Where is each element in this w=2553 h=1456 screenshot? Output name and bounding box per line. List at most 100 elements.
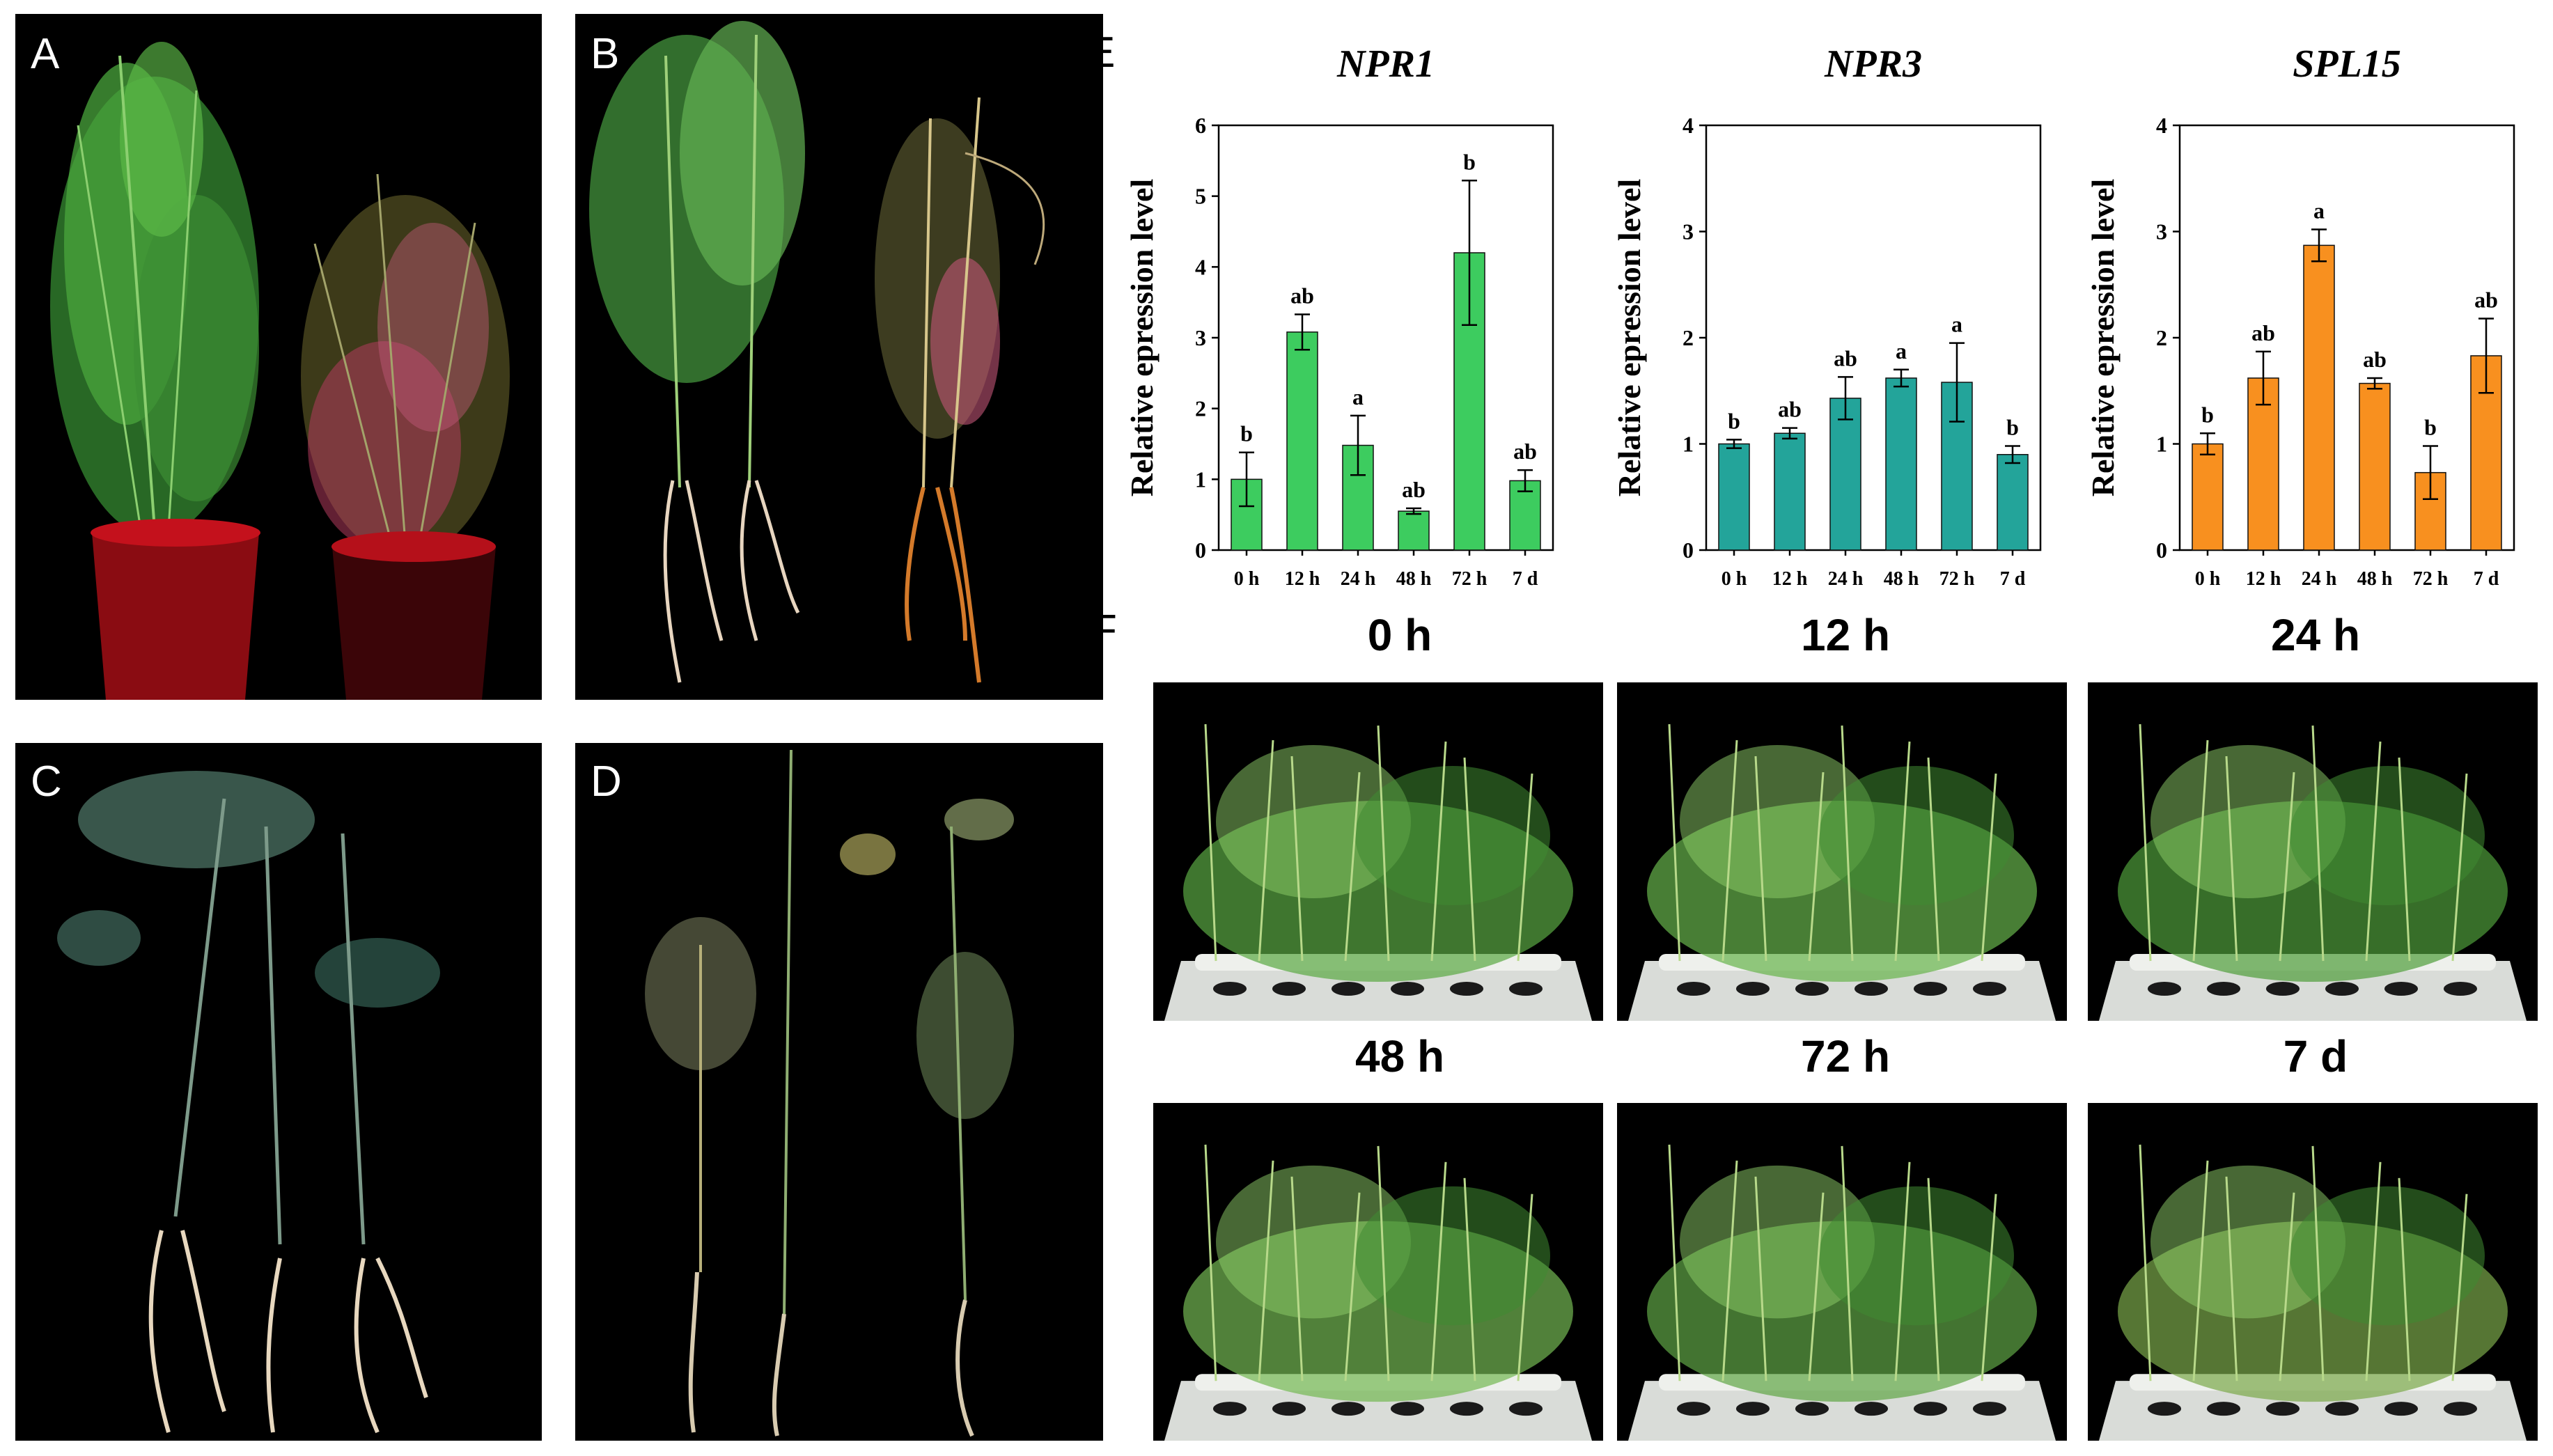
stem — [1721, 1160, 1738, 1381]
y-axis-label: Relative epression level — [1124, 179, 1160, 497]
seedling-tray-illustration — [1164, 1144, 1592, 1441]
tray-hole — [1450, 1402, 1483, 1416]
stressed-seedlings-illustration — [645, 749, 1014, 1437]
y-tick-label: 3 — [1683, 219, 1694, 244]
significance-label: ab — [1778, 397, 1802, 422]
stem — [1754, 1176, 1767, 1381]
stem — [1894, 741, 1911, 962]
stem — [1721, 739, 1738, 962]
stem — [2451, 1193, 2468, 1381]
significance-label: ab — [1834, 345, 1857, 370]
y-tick-label: 5 — [1195, 184, 1206, 209]
y-tick-label: 2 — [1195, 396, 1206, 421]
significance-label: ab — [1513, 439, 1537, 464]
stem — [2365, 1161, 2382, 1381]
x-tick-label: 72 h — [2413, 568, 2449, 590]
tray — [2099, 1381, 2527, 1441]
bar — [2192, 443, 2224, 551]
panel-c-photo: C — [15, 743, 542, 1441]
tray-hole — [1914, 1402, 1947, 1416]
tray-hole — [2444, 1402, 2477, 1416]
seedling-tray-illustration — [1628, 1144, 2056, 1441]
panel-label-f: F — [1091, 606, 1117, 655]
foliage-shadow — [2290, 1186, 2485, 1326]
tray-hole — [1736, 1402, 1770, 1416]
stem — [2139, 1144, 2152, 1381]
y-tick-label: 4 — [1195, 254, 1206, 279]
tray-hole — [1855, 982, 1888, 996]
stem — [2279, 1192, 2295, 1381]
stem — [1430, 741, 1447, 962]
time-label-12h: 12 h — [1800, 610, 1891, 660]
stem — [1894, 1161, 1911, 1381]
x-tick-label: 24 h — [1341, 568, 1376, 590]
stem — [2398, 1177, 2411, 1381]
panel-a-photo: A — [15, 14, 542, 700]
significance-label: b — [1463, 149, 1476, 174]
bar — [2303, 244, 2335, 551]
y-tick-label: 3 — [2156, 219, 2167, 244]
tray-photo-72h — [1617, 1103, 2067, 1441]
significance-label: a — [1896, 338, 1907, 363]
stem — [1981, 773, 1997, 962]
chart-npr1-svg: NPR1 Relative epression level 0 1 2 3 4 5 6 b 0 h a… — [1124, 42, 1554, 590]
tray-hole — [2444, 982, 2477, 996]
tray-hole — [2207, 1402, 2240, 1416]
foliage-shadow — [1819, 766, 2014, 905]
stem — [2365, 741, 2382, 962]
seedling-tray-illustration — [1164, 723, 1592, 1021]
tray — [2099, 961, 2527, 1021]
plot-frame — [2178, 124, 2515, 551]
tray-hole — [2266, 1402, 2300, 1416]
tray-hole — [1795, 1402, 1829, 1416]
tray-hole — [2384, 1402, 2418, 1416]
tray-hole — [1855, 1402, 1888, 1416]
stem — [1258, 739, 1274, 962]
x-tick-label: 12 h — [1772, 568, 1808, 590]
chart-npr1: NPR1 Relative epression level 0 1 2 3 4 5 6 b 0 h a… — [1124, 28, 1574, 606]
bar — [1509, 480, 1541, 551]
stem — [2192, 1160, 2209, 1381]
stem — [2311, 1145, 2325, 1381]
panel-label-e: E — [1086, 29, 1116, 77]
seedling-tray-illustration — [1628, 723, 2056, 1021]
bar — [1774, 432, 1806, 551]
y-axis-label: Relative epression level — [2085, 179, 2121, 497]
y-tick-label: 0 — [1683, 538, 1694, 563]
significance-label: ab — [1402, 477, 1426, 502]
stem — [1927, 1177, 1940, 1381]
stem — [1808, 772, 1825, 962]
stem — [2398, 757, 2411, 962]
stem — [1344, 772, 1361, 962]
time-label-24h: 24 h — [2270, 610, 2361, 660]
tray-hole — [1332, 982, 1365, 996]
tray-hole — [1272, 1402, 1306, 1416]
stem — [1981, 1193, 1997, 1381]
x-tick-label: 7 d — [1513, 568, 1538, 590]
significance-label: a — [1352, 384, 1364, 409]
significance-label: a — [1951, 312, 1962, 337]
stem — [1290, 756, 1304, 962]
significance-label: b — [1728, 408, 1740, 433]
foliage-shadow — [1819, 1186, 2014, 1326]
tray-hole — [1332, 1402, 1365, 1416]
stem — [1808, 1192, 1825, 1381]
significance-label: ab — [2363, 347, 2387, 372]
significance-label: b — [2201, 402, 2214, 427]
stem — [2225, 756, 2238, 962]
chart-title: NPR1 — [1336, 42, 1435, 86]
stem — [1668, 1144, 1681, 1381]
tray-hole — [1973, 982, 2006, 996]
stem — [1377, 725, 1390, 962]
x-tick-label: 48 h — [1884, 568, 1919, 590]
bar — [1286, 331, 1318, 551]
x-tick-label: 24 h — [1828, 568, 1864, 590]
y-tick-label: 3 — [1195, 325, 1206, 350]
tray-hole — [1914, 982, 1947, 996]
y-tick-label: 2 — [2156, 325, 2167, 350]
x-tick-label: 12 h — [2246, 568, 2281, 590]
time-label-0h: 0 h — [1367, 610, 1432, 660]
stem — [1927, 757, 1940, 962]
stem — [1841, 725, 1854, 962]
